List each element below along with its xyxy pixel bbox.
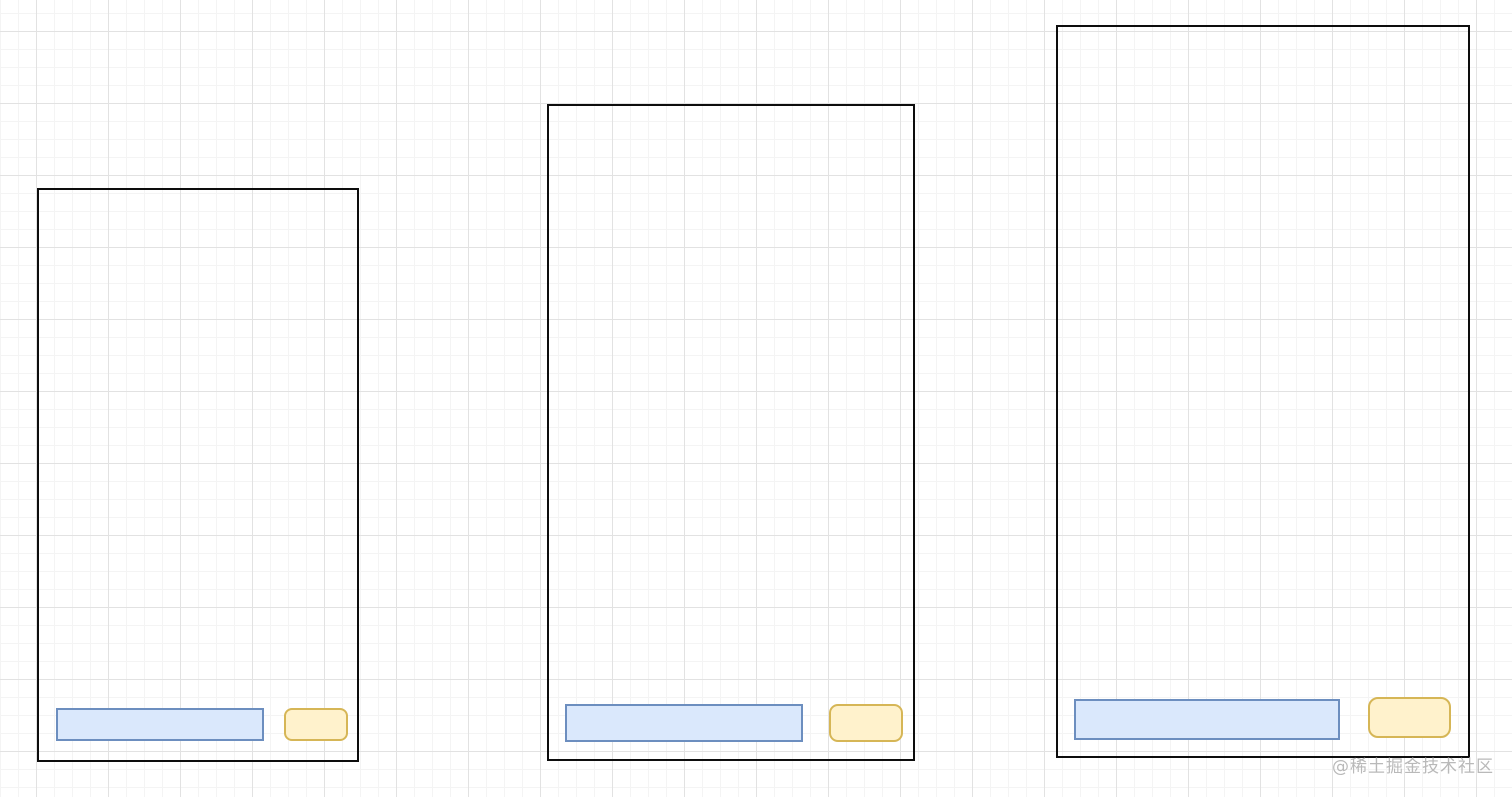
input-bar-shape[interactable] [565, 704, 803, 742]
rounded-button-shape[interactable] [1368, 697, 1451, 738]
screen-frame-small[interactable] [37, 188, 359, 762]
screen-frame-medium[interactable] [547, 104, 915, 761]
input-bar-shape[interactable] [56, 708, 264, 741]
input-bar-shape[interactable] [1074, 699, 1340, 740]
rounded-button-shape[interactable] [284, 708, 348, 741]
watermark: @稀土掘金技术社区 [1332, 757, 1494, 777]
rounded-button-shape[interactable] [829, 704, 903, 742]
screen-frame-large[interactable] [1056, 25, 1470, 758]
